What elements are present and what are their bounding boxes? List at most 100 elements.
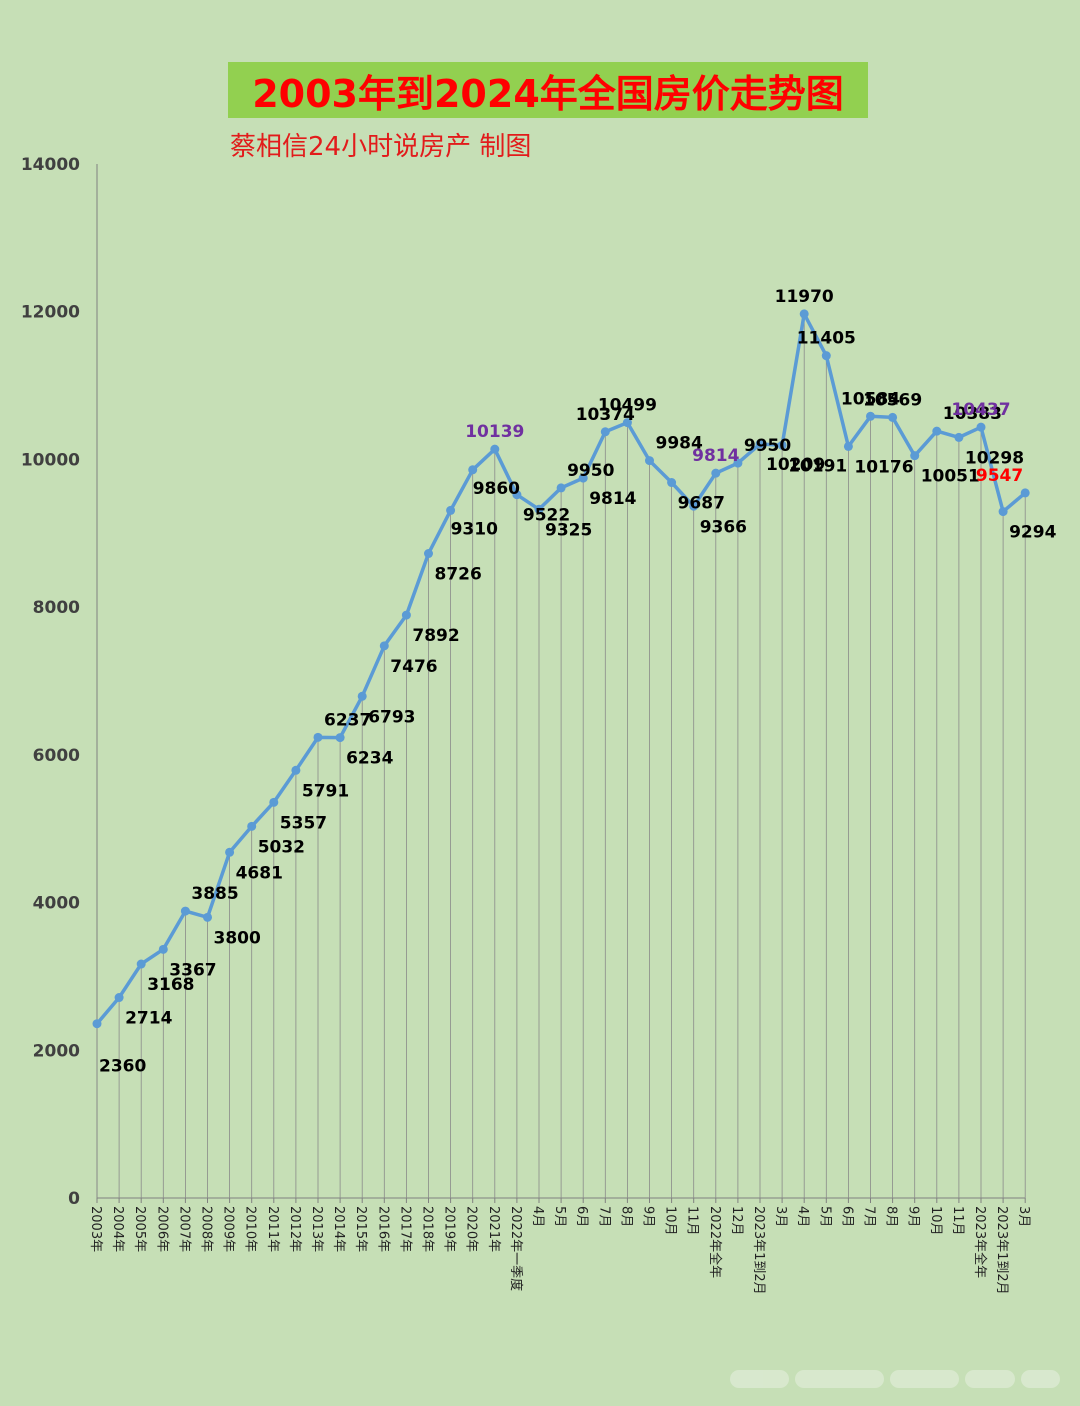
x-tick-label: 2008年 (199, 1206, 214, 1252)
data-label: 10569 (863, 390, 922, 410)
data-label: 9814 (692, 446, 739, 466)
x-tick-label: 5月 (552, 1206, 567, 1227)
data-point (799, 309, 809, 319)
x-tick-label: 2009年 (221, 1206, 236, 1252)
data-label: 10298 (965, 448, 1024, 468)
data-point (291, 765, 301, 775)
x-tick-label: 10月 (928, 1206, 943, 1236)
x-tick-label: 2016年 (375, 1206, 390, 1252)
x-tick-label: 2010年 (243, 1206, 258, 1252)
x-tick-label: 2014年 (331, 1206, 346, 1252)
data-label: 10584 (841, 389, 900, 409)
data-label: 6793 (368, 707, 415, 727)
data-point (534, 504, 544, 514)
data-label: 10437 (951, 400, 1010, 420)
x-tick-label: 2011年 (265, 1206, 280, 1252)
data-label: 10051 (921, 467, 980, 487)
data-point (578, 473, 588, 483)
data-point (910, 451, 920, 461)
data-label: 9860 (473, 479, 520, 499)
x-tick-label: 2006年 (154, 1206, 169, 1252)
data-label: 3367 (169, 960, 216, 980)
data-label: 10176 (854, 457, 913, 477)
data-point (600, 427, 610, 437)
y-tick-label: 0 (68, 1189, 80, 1209)
x-tick-label: 2020年 (464, 1206, 479, 1252)
data-point (424, 549, 433, 559)
x-tick-label: 7月 (596, 1206, 611, 1227)
x-tick-label: 6月 (839, 1206, 854, 1227)
data-label: 10499 (598, 396, 657, 416)
data-point (667, 478, 677, 488)
data-label: 6234 (346, 749, 393, 769)
x-tick-label: 2022年全年 (707, 1206, 723, 1278)
data-point (357, 691, 367, 701)
x-tick-label: 2007年 (176, 1206, 191, 1252)
watermark-strip (730, 1370, 1060, 1392)
data-point (247, 821, 257, 831)
data-label: 2360 (99, 1057, 146, 1077)
data-point (468, 465, 478, 475)
data-point (401, 610, 411, 620)
data-label: 9950 (567, 461, 614, 481)
x-tick-label: 2005年 (132, 1206, 147, 1252)
data-point (136, 959, 146, 969)
x-tick-label: 10月 (663, 1206, 678, 1236)
data-point (1020, 488, 1030, 498)
x-tick-label: 2023年1到2月 (751, 1206, 766, 1295)
data-label: 11405 (797, 329, 856, 349)
y-tick-label: 10000 (21, 450, 80, 470)
x-tick-label: 2015年 (353, 1206, 368, 1252)
data-point (843, 441, 853, 451)
data-point (180, 906, 190, 916)
data-label: 2714 (125, 1009, 172, 1029)
y-tick-label: 2000 (33, 1041, 80, 1061)
y-tick-label: 4000 (33, 894, 80, 914)
data-point (313, 732, 323, 742)
data-label: 3885 (191, 884, 238, 904)
data-point (158, 944, 168, 954)
x-tick-label: 2023年全年 (972, 1206, 988, 1278)
data-point (556, 483, 566, 493)
x-tick-label: 11月 (685, 1206, 700, 1236)
x-tick-label: 4月 (795, 1206, 810, 1227)
data-point (711, 468, 721, 478)
x-tick-label: 5月 (817, 1206, 832, 1227)
data-point (512, 490, 522, 500)
x-tick-label: 9月 (906, 1206, 921, 1227)
data-label: 9950 (744, 436, 791, 456)
data-point (932, 426, 942, 436)
data-label: 3800 (214, 928, 261, 948)
x-tick-label: 2022年一季度 (508, 1206, 524, 1291)
y-tick-label: 12000 (21, 303, 80, 323)
x-tick-label: 11月 (950, 1206, 965, 1236)
data-point (446, 505, 456, 515)
data-label: 10374 (576, 405, 635, 425)
x-tick-label: 8月 (884, 1206, 899, 1227)
data-label: 9522 (523, 506, 570, 526)
data-point (689, 501, 699, 511)
data-point (645, 456, 654, 466)
data-point (976, 422, 986, 432)
data-label: 5791 (302, 781, 349, 801)
data-point (379, 641, 389, 651)
data-label: 9366 (700, 517, 747, 537)
data-label: 9294 (1009, 523, 1056, 543)
x-tick-label: 2018年 (420, 1206, 435, 1252)
chart-title: 2003年到2024年全国房价走势图 (252, 71, 844, 116)
data-point (755, 439, 765, 449)
data-point (92, 1019, 102, 1029)
data-label: 6237 (324, 710, 371, 730)
chart-subtitle: 蔡相信24小时说房产 制图 (230, 132, 532, 162)
x-tick-label: 8月 (618, 1206, 633, 1227)
x-tick-label: 9月 (641, 1206, 656, 1227)
data-label: 9687 (678, 494, 725, 514)
data-label: 10209 (766, 455, 825, 475)
y-tick-label: 8000 (33, 598, 80, 618)
data-point (777, 440, 787, 450)
x-tick-label: 6月 (574, 1206, 589, 1227)
data-label: 11970 (775, 287, 834, 307)
x-tick-label: 2003年 (88, 1206, 103, 1252)
data-label: 8726 (435, 565, 482, 585)
